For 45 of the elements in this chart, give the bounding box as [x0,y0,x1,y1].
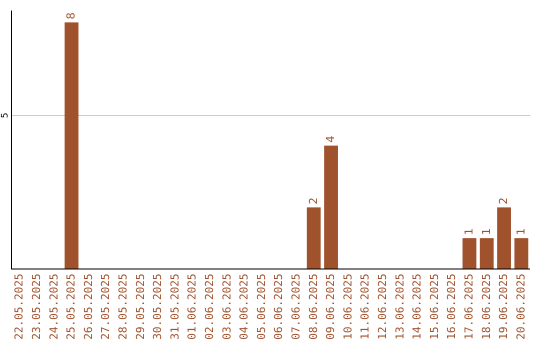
x-tick-label: 12.06.2025 [376,274,389,340]
x-tick-label: 24.05.2025 [47,274,60,340]
data-label: 2 [497,197,510,204]
x-tick-label: 15.06.2025 [428,274,441,340]
x-tick-label: 11.06.2025 [358,274,372,340]
x-tick-label: 03.06.2025 [220,274,234,340]
x-tick-label: 05.06.2025 [254,274,268,340]
x-tick-label: 16.06.2025 [445,274,458,340]
bar [64,22,78,269]
data-label: 2 [306,197,320,204]
bar [480,238,494,269]
x-tick-label: 31.05.2025 [168,274,182,340]
data-label: 1 [480,228,493,236]
bar [306,207,321,269]
x-tick-label: 13.06.2025 [393,274,406,340]
x-tick-label: 20.06.2025 [514,274,528,340]
x-tick-label: 17.06.2025 [462,274,476,340]
x-tick-label: 18.06.2025 [480,274,493,340]
data-label: 1 [514,228,528,236]
x-tick-label: 23.05.2025 [30,274,43,340]
x-tick-label: 25.05.2025 [64,274,78,340]
y-tick-label: 5 [0,112,10,118]
bar [324,146,338,269]
x-tick-label: 09.06.2025 [324,274,338,340]
bar [497,207,511,269]
x-tick-label: 08.06.2025 [306,274,320,340]
bar [462,238,476,269]
x-tick-label: 01.06.2025 [186,274,199,340]
x-tick-label: 26.05.2025 [82,274,95,340]
x-tick-label: 27.05.2025 [99,274,112,340]
data-label: 1 [462,228,476,236]
bar [514,238,528,269]
data-label: 8 [64,12,78,20]
x-tick-label: 19.06.2025 [497,274,510,340]
x-tick-label: 07.06.2025 [289,274,302,340]
x-tick-label: 14.06.2025 [410,274,424,340]
x-tick-label: 28.05.2025 [116,274,130,340]
x-tick-label: 04.06.2025 [238,274,251,340]
x-tick-label: 02.06.2025 [202,274,216,340]
x-tick-label: 06.06.2025 [272,274,286,340]
x-tick-label: 10.06.2025 [341,274,354,340]
x-tick-label: 30.05.2025 [151,274,164,340]
data-label: 4 [324,136,338,143]
x-tick-label: 29.05.2025 [134,274,147,340]
x-tick-label: 22.05.2025 [12,274,26,340]
